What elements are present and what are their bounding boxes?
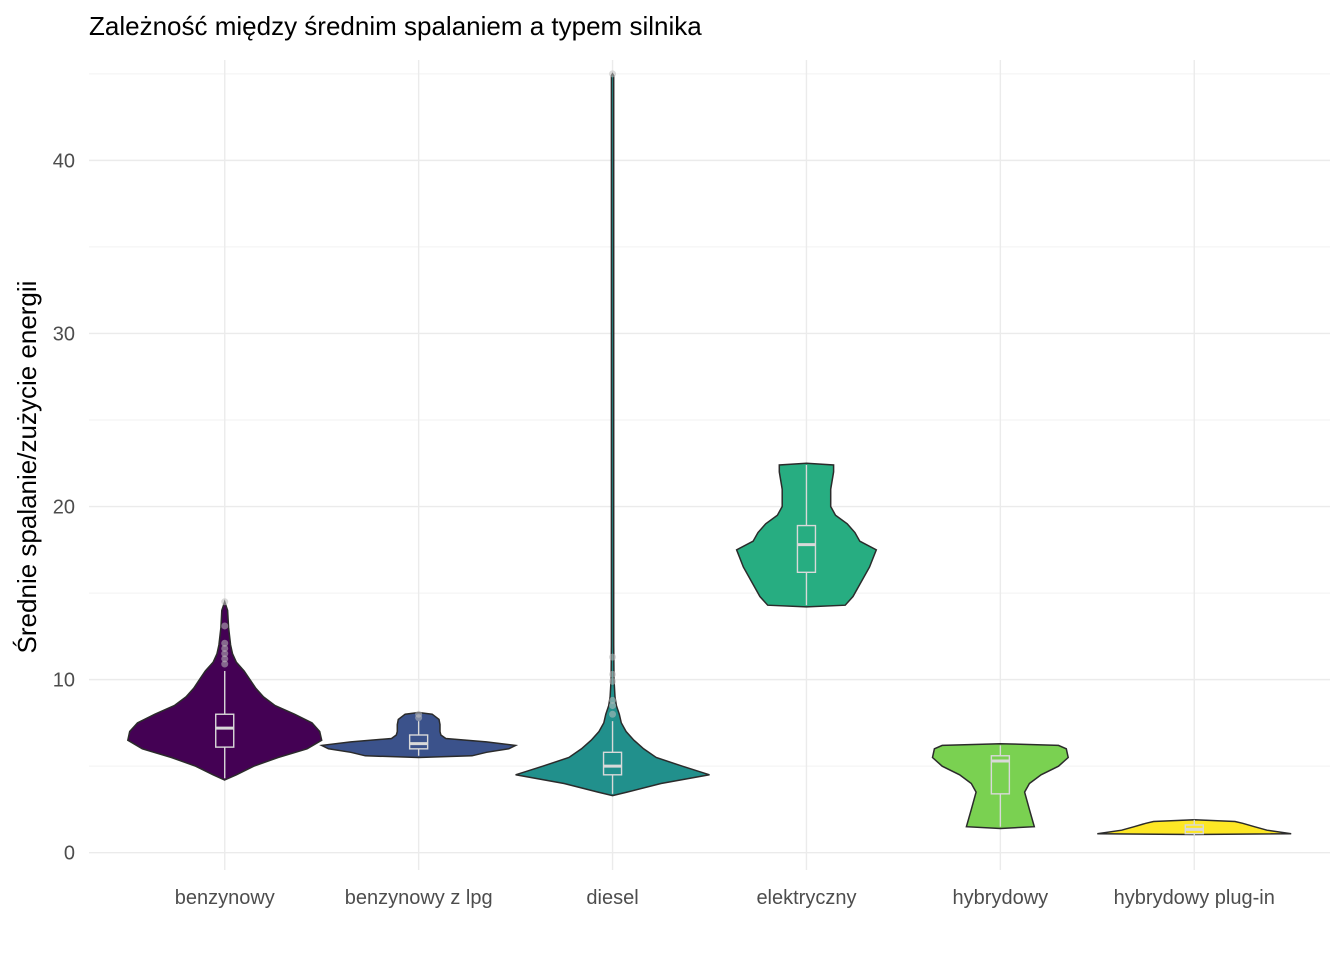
x-tick-label: benzynowy bbox=[175, 887, 275, 909]
box-iqr bbox=[990, 755, 1011, 795]
outlier-point bbox=[609, 70, 617, 78]
violin-hybrydowy-plug-in bbox=[1097, 819, 1292, 836]
box-iqr bbox=[602, 751, 623, 776]
x-tick-label: diesel bbox=[586, 887, 638, 909]
outlier-point bbox=[221, 650, 229, 658]
boxplots bbox=[215, 465, 1204, 836]
box-iqr bbox=[408, 734, 429, 750]
y-tick-label: 40 bbox=[53, 150, 75, 172]
outlier-point bbox=[415, 710, 423, 718]
y-tick-label: 30 bbox=[53, 323, 75, 345]
chart-title: Zależność między średnim spalaniem a typ… bbox=[89, 11, 702, 41]
axis-ticks: 0 10 20 30 40 benzynowy benzynowy z lpg diesel e… bbox=[53, 150, 1275, 909]
x-tick-label: hybrydowy plug-in bbox=[1114, 887, 1275, 909]
outlier-point bbox=[609, 670, 617, 678]
outlier-point bbox=[221, 655, 229, 663]
outlier-point bbox=[221, 622, 229, 630]
box-iqr bbox=[796, 524, 817, 574]
violin-elektryczny bbox=[735, 462, 878, 608]
violins bbox=[126, 72, 1292, 836]
violin-diesel bbox=[515, 72, 710, 797]
y-tick-label: 10 bbox=[53, 670, 75, 692]
x-tick-label: elektryczny bbox=[756, 887, 856, 909]
y-tick-label: 20 bbox=[53, 497, 75, 519]
box-iqr bbox=[215, 713, 235, 748]
y-tick-label: 0 bbox=[64, 843, 75, 865]
outlier-point bbox=[221, 598, 229, 606]
outlier-points bbox=[221, 70, 617, 722]
outlier-point bbox=[609, 677, 617, 685]
outlier-point bbox=[609, 653, 617, 661]
outlier-point bbox=[221, 644, 229, 652]
violin-hybrydowy bbox=[931, 742, 1070, 830]
outlier-point bbox=[609, 702, 617, 710]
outlier-point bbox=[221, 639, 229, 647]
x-tick-label: hybrydowy bbox=[953, 887, 1049, 909]
x-tick-label: benzynowy z lpg bbox=[345, 887, 493, 909]
outlier-point bbox=[609, 710, 617, 718]
outlier-point bbox=[609, 696, 617, 704]
y-axis-title: Średnie spalanie/zużycie energii bbox=[12, 281, 42, 654]
outlier-point bbox=[221, 660, 229, 668]
